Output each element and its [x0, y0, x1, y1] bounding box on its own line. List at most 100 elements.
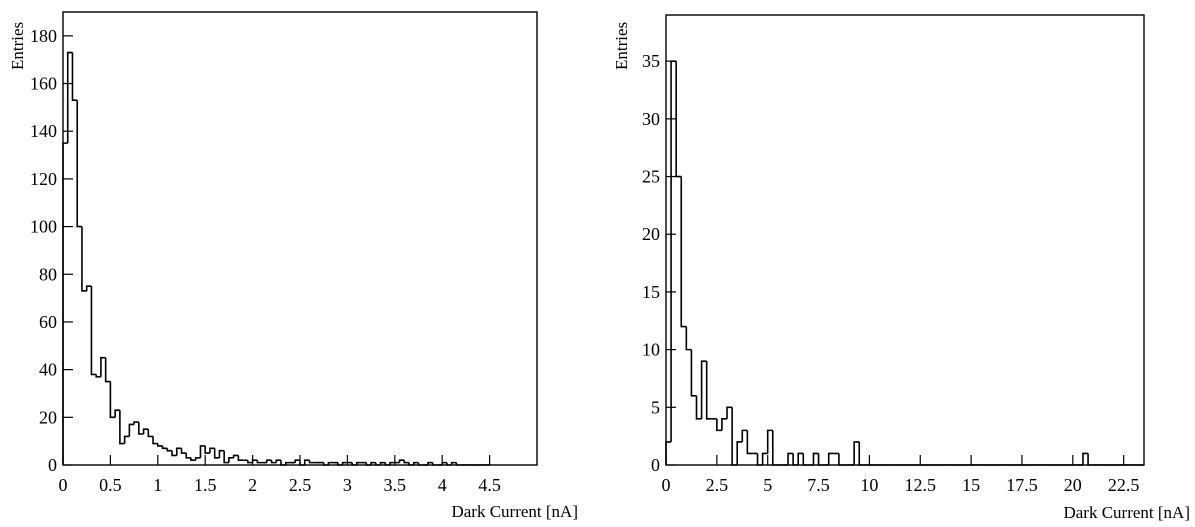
x-tick-label: 15: [962, 475, 980, 495]
histogram-bin: [157, 443, 163, 447]
histogram-bin: [389, 461, 395, 465]
histogram-bin: [812, 452, 819, 465]
histogram-chart-left: 0 0.5 1 1.5 2 2.5 3 3.5 4 4.5 0 20 40 60 80 100 120 140 16…: [8, 11, 578, 521]
x-tick-label: 17.5: [1006, 475, 1038, 495]
y-tick-label: 10: [642, 340, 660, 360]
histogram-bin: [1082, 452, 1089, 465]
y-tick-label: 20: [39, 407, 57, 427]
histogram-bin: [128, 423, 135, 437]
histogram-bin: [384, 462, 391, 466]
x-tick-label: 4: [438, 475, 447, 495]
histogram-bin: [284, 461, 291, 465]
histogram-bin: [270, 460, 277, 464]
histogram-bin: [797, 452, 804, 465]
histogram-bin: [90, 286, 97, 376]
y-axis-label: Entries: [8, 22, 27, 70]
histogram-bin: [133, 421, 139, 425]
histogram-bin: [104, 357, 111, 383]
histogram-bin: [408, 462, 414, 466]
histogram-bin: [370, 461, 376, 465]
y-tick-label: 80: [39, 264, 57, 284]
histogram-bin: [417, 462, 424, 466]
histogram-bin: [695, 395, 702, 420]
histogram-bin: [827, 452, 834, 465]
y-tick-label: 5: [651, 397, 660, 417]
tick-labels: 0 0.5 1 1.5 2 2.5 3 3.5 4 4.5 0 20 40 60 80 100 120 140 16…: [30, 26, 501, 495]
histogram-bin: [431, 462, 438, 466]
histogram-bin: [237, 455, 244, 462]
histogram-bin: [675, 61, 682, 178]
histogram-bin: [213, 448, 220, 459]
histogram-bin: [351, 462, 357, 466]
histogram-bin: [209, 447, 215, 454]
histogram-bin: [700, 360, 707, 419]
histogram-bin: [204, 445, 210, 454]
histogram-bin: [280, 460, 286, 466]
histogram-bin: [838, 453, 844, 466]
histogram-bin: [787, 452, 794, 465]
histogram-bin: [199, 445, 206, 458]
x-axis-label: Dark Current [nA]: [1063, 503, 1190, 522]
histogram-bin: [716, 418, 722, 432]
histogram-bin: [218, 449, 225, 458]
histogram-bin: [705, 361, 712, 420]
plot-frame: [62, 11, 538, 466]
histogram-bin: [1087, 453, 1094, 466]
histogram-bin: [455, 462, 462, 466]
y-tick-label: 25: [642, 167, 660, 187]
histogram-bin: [685, 326, 692, 351]
histogram-bin: [766, 429, 773, 454]
histogram-bin: [792, 453, 799, 466]
histogram-bin: [223, 450, 229, 464]
histogram-bin: [741, 429, 748, 442]
histogram-bin: [398, 459, 405, 463]
histogram-bin: [76, 100, 82, 228]
histogram-bin: [761, 452, 768, 465]
histogram-bin: [166, 448, 173, 452]
y-tick-label: 15: [642, 282, 660, 302]
y-tick-label: 0: [651, 455, 660, 475]
histogram-bin: [119, 410, 125, 445]
histogram-bin: [817, 453, 824, 466]
histogram-bin: [180, 448, 187, 454]
histogram-bin: [247, 460, 253, 464]
x-tick-label: 20: [1064, 475, 1082, 495]
histogram-chart-right: 0 2.5 5 7.5 10 12.5 15 17.5 20 22.5 0 5 10 15 20 25 30 35…: [612, 14, 1190, 522]
histogram-bin: [232, 454, 239, 458]
x-tick-label: 1.5: [194, 475, 217, 495]
x-tick-label: 0: [662, 475, 671, 495]
histogram-bin: [85, 285, 92, 291]
x-tick-label: 3: [343, 475, 352, 495]
histogram-bin: [194, 457, 201, 461]
histogram-bars: [665, 60, 1144, 466]
histogram-bin: [251, 459, 258, 463]
histogram-bin: [256, 460, 263, 464]
x-tick-label: 1: [153, 475, 162, 495]
histogram-bin: [746, 430, 753, 455]
x-axis-label: Dark Current [nA]: [451, 502, 578, 521]
x-tick-label: 22.5: [1108, 475, 1140, 495]
histogram-bin: [736, 441, 743, 465]
ticks: [62, 35, 491, 466]
y-tick-label: 120: [30, 169, 57, 189]
histogram-bin: [147, 429, 154, 438]
y-tick-label: 20: [642, 224, 660, 244]
histogram-bin: [303, 459, 310, 465]
histogram-bin: [726, 406, 733, 419]
histogram-bin: [721, 418, 728, 431]
histogram-bin: [138, 422, 144, 435]
histogram-bin: [690, 349, 697, 397]
histogram-bin: [266, 459, 272, 463]
y-tick-label: 140: [30, 121, 57, 141]
histogram-bin: [450, 461, 457, 465]
histogram-bin: [756, 453, 763, 466]
x-tick-label: 10: [860, 475, 878, 495]
histogram-bin: [294, 459, 300, 463]
histogram-bin: [446, 462, 452, 466]
histogram-bin: [341, 461, 348, 465]
histogram-bin: [670, 60, 677, 442]
histogram-bin: [427, 461, 433, 465]
x-tick-label: 3.5: [384, 475, 407, 495]
x-tick-label: 7.5: [807, 475, 830, 495]
